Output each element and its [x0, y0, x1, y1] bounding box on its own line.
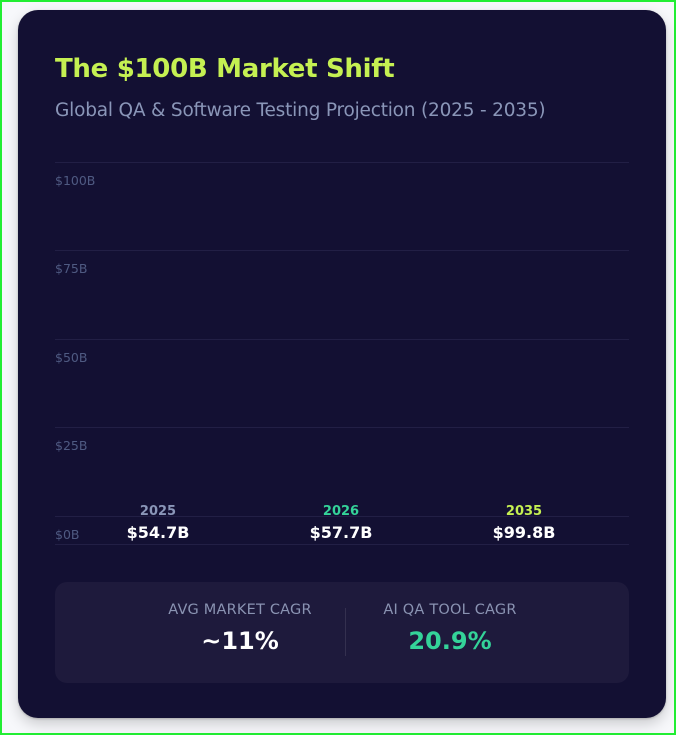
gridline-0 — [55, 516, 629, 517]
market-shift-card: The $100B Market Shift Global QA & Softw… — [18, 10, 666, 718]
bar-chart: $100B $75B $50B $25B $0B 2025 $54.7B 202… — [55, 162, 629, 546]
stat-ai-qa-tool-cagr: AI QA TOOL CAGR 20.9% — [380, 602, 520, 655]
bar-year-label: 2025 — [139, 504, 177, 519]
stat-avg-market-cagr: AVG MARKET CAGR ~11% — [165, 602, 315, 655]
y-tick-label: $50B — [55, 350, 88, 365]
bar-year-label: 2026 — [322, 504, 360, 519]
card-subtitle: Global QA & Software Testing Projection … — [55, 100, 546, 121]
stat-label: AVG MARKET CAGR — [168, 602, 312, 618]
gridline-100 — [55, 162, 629, 163]
stat-value: ~11% — [201, 627, 279, 655]
cagr-stats-panel: AVG MARKET CAGR ~11% AI QA TOOL CAGR 20.… — [55, 582, 629, 683]
bar-2025: 2025 $54.7B — [98, 504, 218, 544]
y-tick-label: $100B — [55, 173, 96, 188]
y-tick-label: $75B — [55, 261, 88, 276]
chart-baseline — [55, 544, 629, 545]
gridline-50 — [55, 339, 629, 340]
stat-value: 20.9% — [408, 627, 492, 655]
gridline-25 — [55, 427, 629, 428]
bar-value-label: $57.7B — [309, 523, 373, 542]
bar-value-label: $54.7B — [126, 523, 190, 542]
y-tick-label: $25B — [55, 438, 88, 453]
gridline-75 — [55, 250, 629, 251]
card-title: The $100B Market Shift — [55, 54, 395, 84]
y-tick-label: $0B — [55, 527, 80, 542]
stat-label: AI QA TOOL CAGR — [383, 602, 517, 618]
bar-value-label: $99.8B — [492, 523, 556, 542]
bar-year-label: 2035 — [505, 504, 543, 519]
stat-divider — [345, 608, 346, 656]
bar-2035: 2035 $99.8B — [464, 504, 584, 544]
bar-2026: 2026 $57.7B — [281, 504, 401, 544]
